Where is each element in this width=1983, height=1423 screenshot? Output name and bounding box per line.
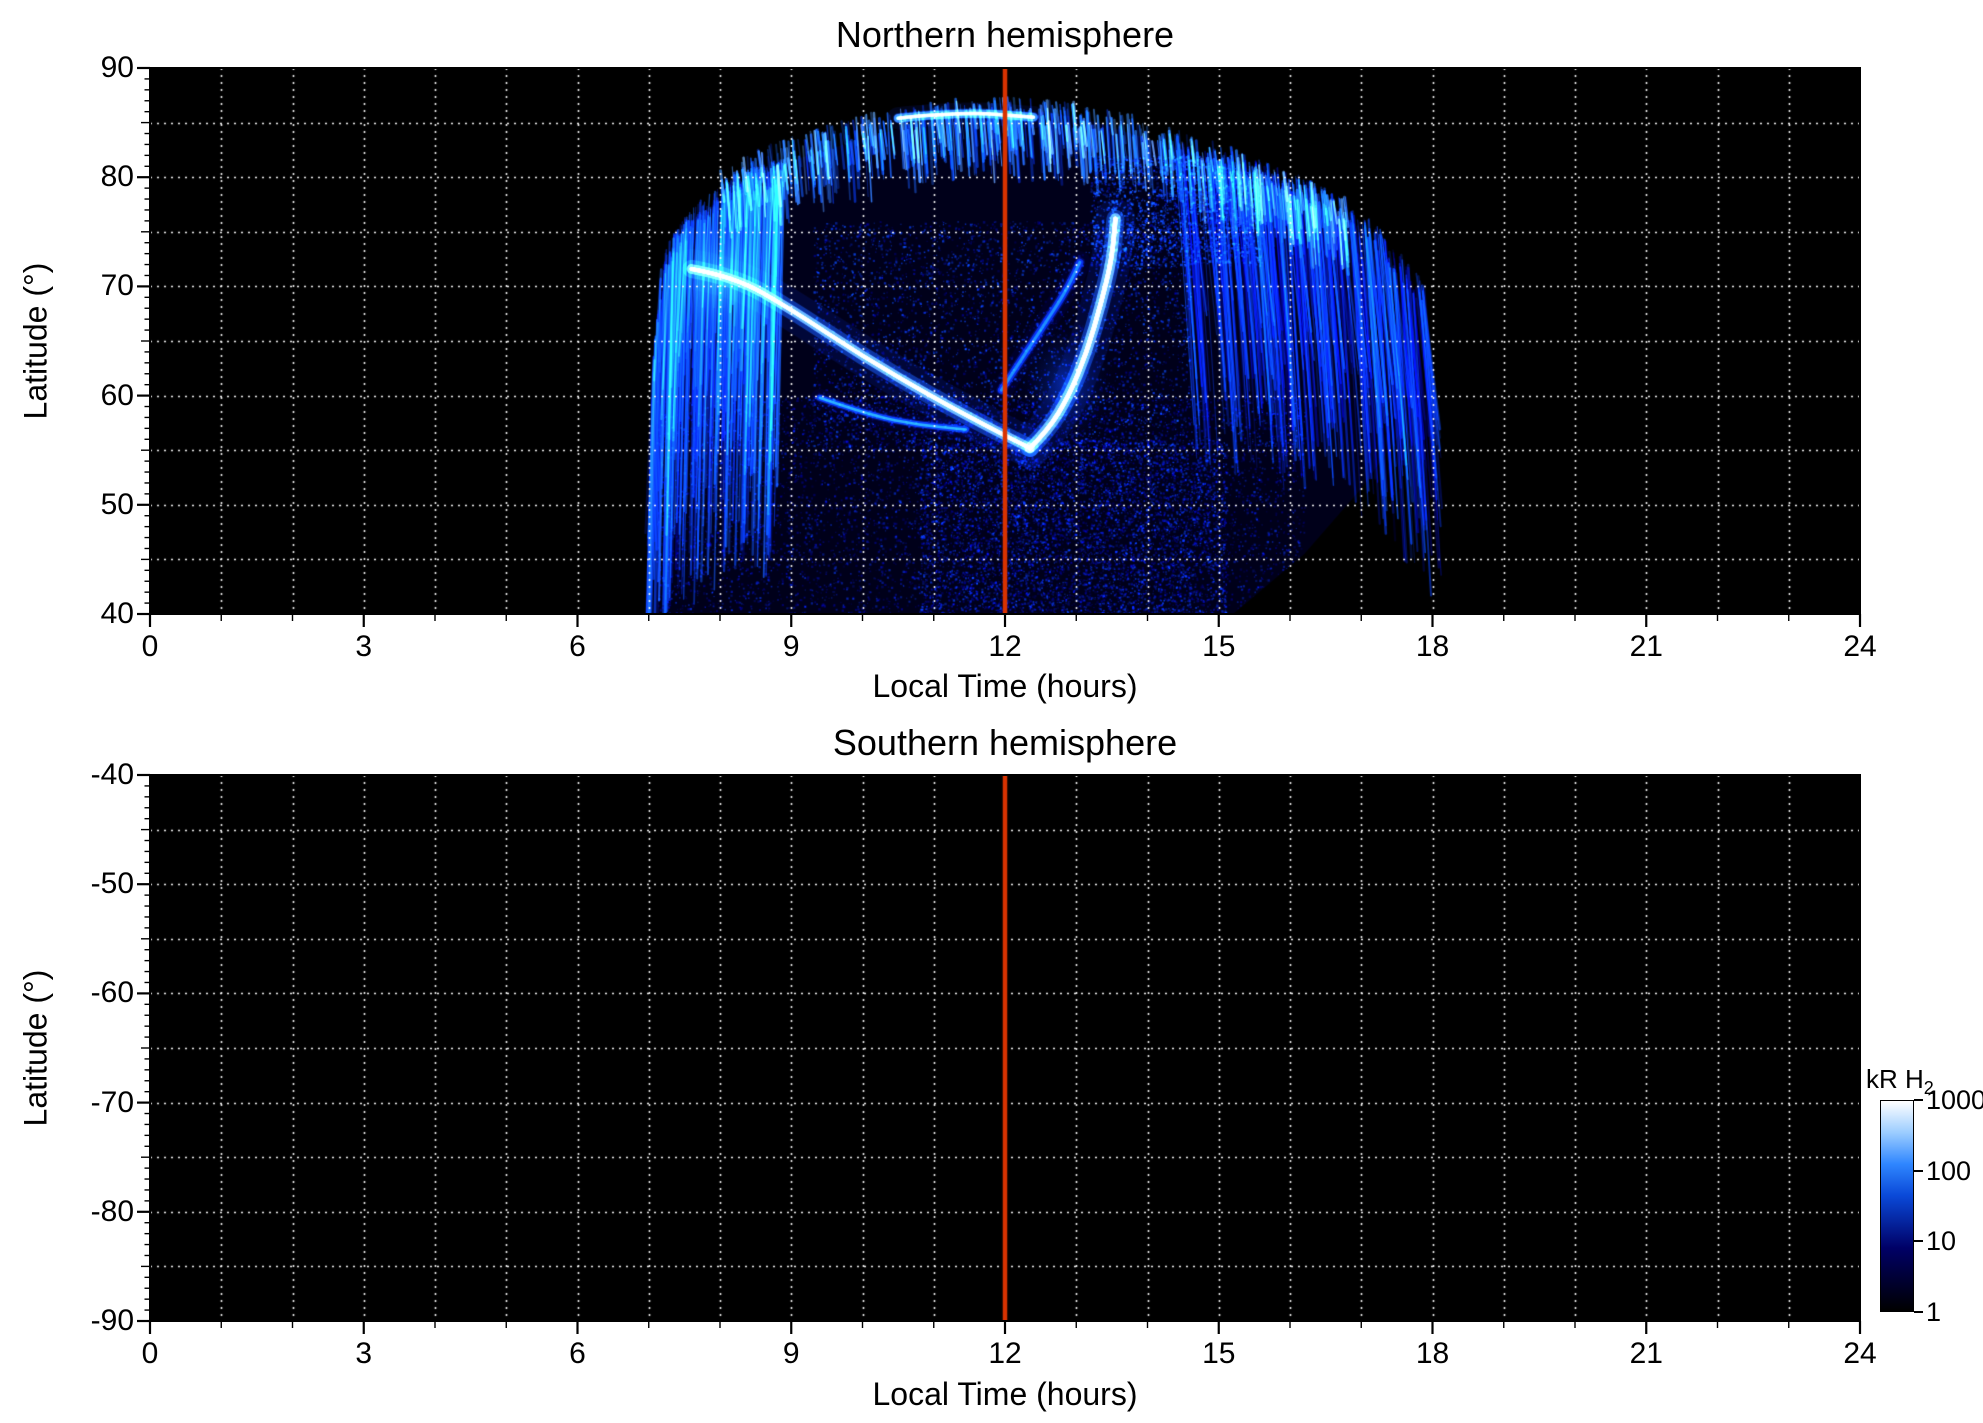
south-x-axis-label: Local Time (hours)	[872, 1376, 1138, 1412]
x-tick-label: 24	[1843, 630, 1877, 663]
x-tick-label: 21	[1629, 1337, 1663, 1370]
x-tick-label: 18	[1415, 1337, 1450, 1370]
colorbar-title-subscript: 2	[1923, 1078, 1934, 1099]
x-tick-label: 9	[782, 1337, 800, 1370]
y-tick-label: -60	[90, 976, 134, 1010]
x-tick-label: 0	[141, 1337, 159, 1370]
south-panel-title: Southern hemisphere	[832, 722, 1178, 763]
y-tick-label: 90	[100, 51, 134, 84]
x-tick-label: 6	[569, 1337, 586, 1370]
x-tick-label: 9	[782, 630, 800, 663]
y-tick-label: 40	[100, 597, 134, 630]
colorbar-title: kR H2	[1866, 1064, 1934, 1099]
y-tick-label: -40	[90, 758, 134, 791]
x-tick-label: 0	[141, 630, 159, 663]
colorbar	[1880, 1100, 1914, 1312]
south-heatmap-canvas	[150, 775, 1860, 1321]
colorbar-tick-mark	[1914, 1240, 1923, 1243]
y-tick-label: 50	[100, 487, 134, 521]
colorbar-tick-mark	[1914, 1099, 1923, 1101]
y-tick-label: -80	[90, 1194, 134, 1228]
colorbar-tick-label: 100	[1926, 1155, 1972, 1186]
y-tick-label: -90	[90, 1304, 134, 1337]
colorbar-tick-label: 1	[1926, 1297, 1942, 1327]
x-tick-label: 12	[988, 630, 1022, 663]
x-tick-label: 24	[1843, 1337, 1877, 1370]
colorbar-title-text: kR H	[1866, 1064, 1924, 1094]
colorbar-tick-mark	[1914, 1311, 1923, 1313]
north-x-axis-label: Local Time (hours)	[872, 668, 1138, 704]
north-panel-title: Northern hemisphere	[835, 14, 1175, 55]
colorbar-tick-label: 10	[1926, 1226, 1957, 1257]
colorbar-tick-mark	[1914, 1169, 1923, 1172]
x-tick-label: 3	[355, 630, 373, 663]
colorbar-tick-label: 1000	[1926, 1085, 1983, 1115]
y-tick-label: 80	[100, 160, 134, 194]
x-tick-label: 15	[1202, 630, 1236, 663]
x-tick-label: 12	[988, 1337, 1022, 1370]
x-tick-label: 15	[1202, 1337, 1236, 1370]
x-tick-label: 3	[355, 1337, 373, 1370]
y-tick-label: -70	[90, 1085, 134, 1119]
y-tick-label: 70	[100, 269, 134, 303]
north-heatmap-canvas	[150, 68, 1860, 614]
x-tick-label: 6	[569, 630, 586, 663]
y-tick-label: -50	[90, 867, 134, 901]
y-tick-label: 60	[100, 378, 134, 412]
x-tick-label: 21	[1629, 630, 1663, 663]
x-tick-label: 18	[1415, 630, 1450, 663]
